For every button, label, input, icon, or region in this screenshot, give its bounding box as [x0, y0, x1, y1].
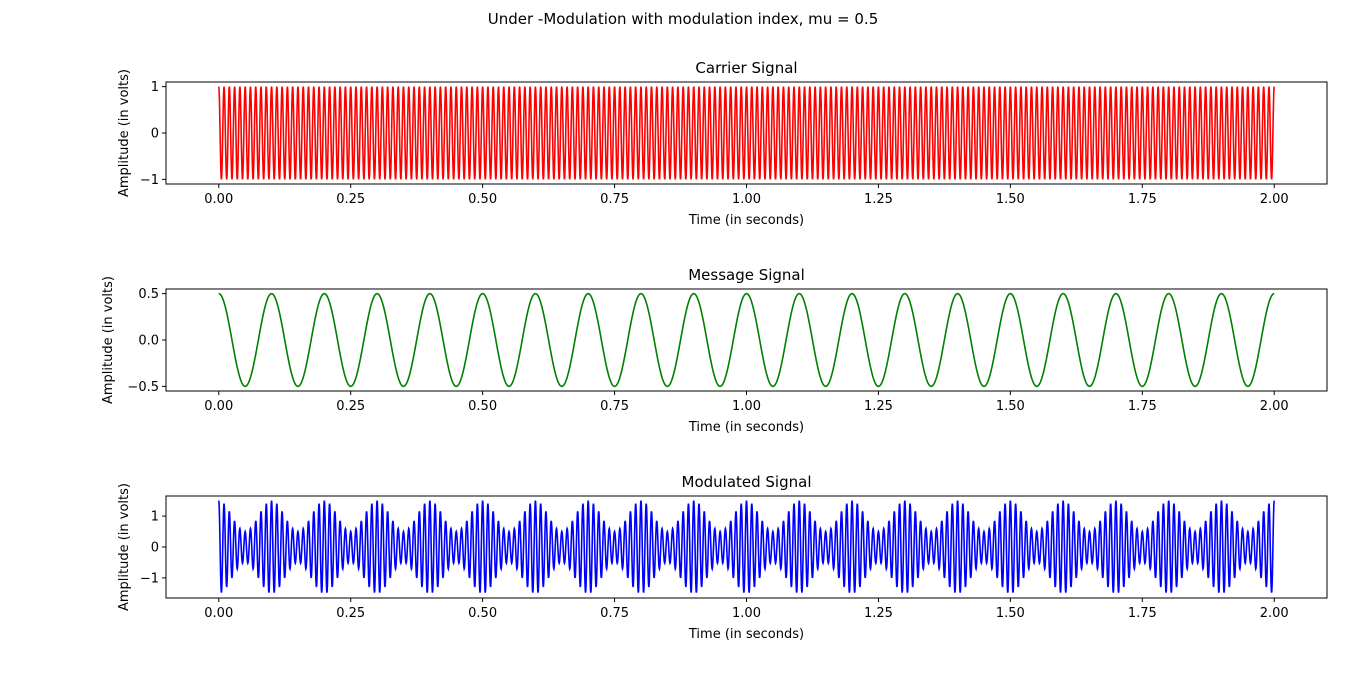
signal-line — [217, 500, 1276, 593]
x-tick-label: 0.00 — [204, 606, 233, 621]
x-tick-label: 0.75 — [600, 606, 629, 621]
x-tick-label: 0.75 — [600, 192, 629, 207]
y-axis-label: Amplitude (in volts) — [101, 276, 116, 404]
x-axis-label: Time (in seconds) — [688, 213, 804, 228]
x-tick-label: 2.00 — [1260, 606, 1289, 621]
axes-frame — [165, 288, 1328, 392]
x-tick-label: 0.25 — [336, 399, 365, 414]
y-axis-label: Amplitude (in volts) — [117, 69, 132, 197]
subplot-1: Carrier Signal 0.00 0.25 0.50 0.75 1.00 1.25 1.… — [117, 59, 1328, 228]
subplot-2: Message Signal 0.00 0.25 0.50 0.75 1.00 1.25 1.… — [101, 266, 1328, 435]
x-tick-label: 1.00 — [732, 606, 761, 621]
x-tick-label: 1.75 — [1128, 399, 1157, 414]
y-axis-label: Amplitude (in volts) — [117, 483, 132, 611]
subplot-title: Carrier Signal — [695, 59, 797, 77]
y-tick-label: 0 — [151, 127, 159, 142]
x-tick-label: 1.50 — [996, 192, 1025, 207]
y-tick-label: 0.0 — [138, 334, 159, 349]
x-tick-label: 0.25 — [336, 192, 365, 207]
x-tick-label: 0.50 — [468, 192, 497, 207]
x-tick-label: 1.50 — [996, 606, 1025, 621]
figure-title: Under -Modulation with modulation index,… — [487, 10, 879, 28]
signal-line — [217, 86, 1276, 180]
x-tick-label: 2.00 — [1260, 192, 1289, 207]
x-axis-label: Time (in seconds) — [688, 420, 804, 435]
subplot-3: Modulated Signal 0.00 0.25 0.50 0.75 1.00 1.25… — [117, 473, 1328, 642]
x-axis-label: Time (in seconds) — [688, 627, 804, 642]
y-tick-label: −0.5 — [127, 380, 159, 395]
y-tick-label: −1 — [140, 173, 159, 188]
y-tick-label: 0 — [151, 541, 159, 556]
y-tick-label: 1 — [151, 80, 159, 95]
subplot-title: Message Signal — [688, 266, 805, 284]
x-tick-label: 1.00 — [732, 399, 761, 414]
x-tick-label: 1.25 — [864, 606, 893, 621]
x-tick-label: 1.75 — [1128, 606, 1157, 621]
x-tick-label: 1.75 — [1128, 192, 1157, 207]
x-tick-label: 0.50 — [468, 399, 497, 414]
x-tick-label: 1.25 — [864, 399, 893, 414]
x-tick-label: 1.50 — [996, 399, 1025, 414]
x-tick-label: 1.00 — [732, 192, 761, 207]
y-tick-label: −1 — [140, 571, 159, 586]
x-tick-label: 0.50 — [468, 606, 497, 621]
signal-line — [218, 292, 1275, 388]
y-tick-label: 0.5 — [138, 287, 159, 302]
x-tick-label: 0.00 — [204, 192, 233, 207]
subplot-title: Modulated Signal — [682, 473, 812, 491]
x-tick-label: 1.25 — [864, 192, 893, 207]
y-tick-label: 1 — [151, 510, 159, 525]
x-tick-label: 0.00 — [204, 399, 233, 414]
x-tick-label: 2.00 — [1260, 399, 1289, 414]
x-tick-label: 0.25 — [336, 606, 365, 621]
x-tick-label: 0.75 — [600, 399, 629, 414]
